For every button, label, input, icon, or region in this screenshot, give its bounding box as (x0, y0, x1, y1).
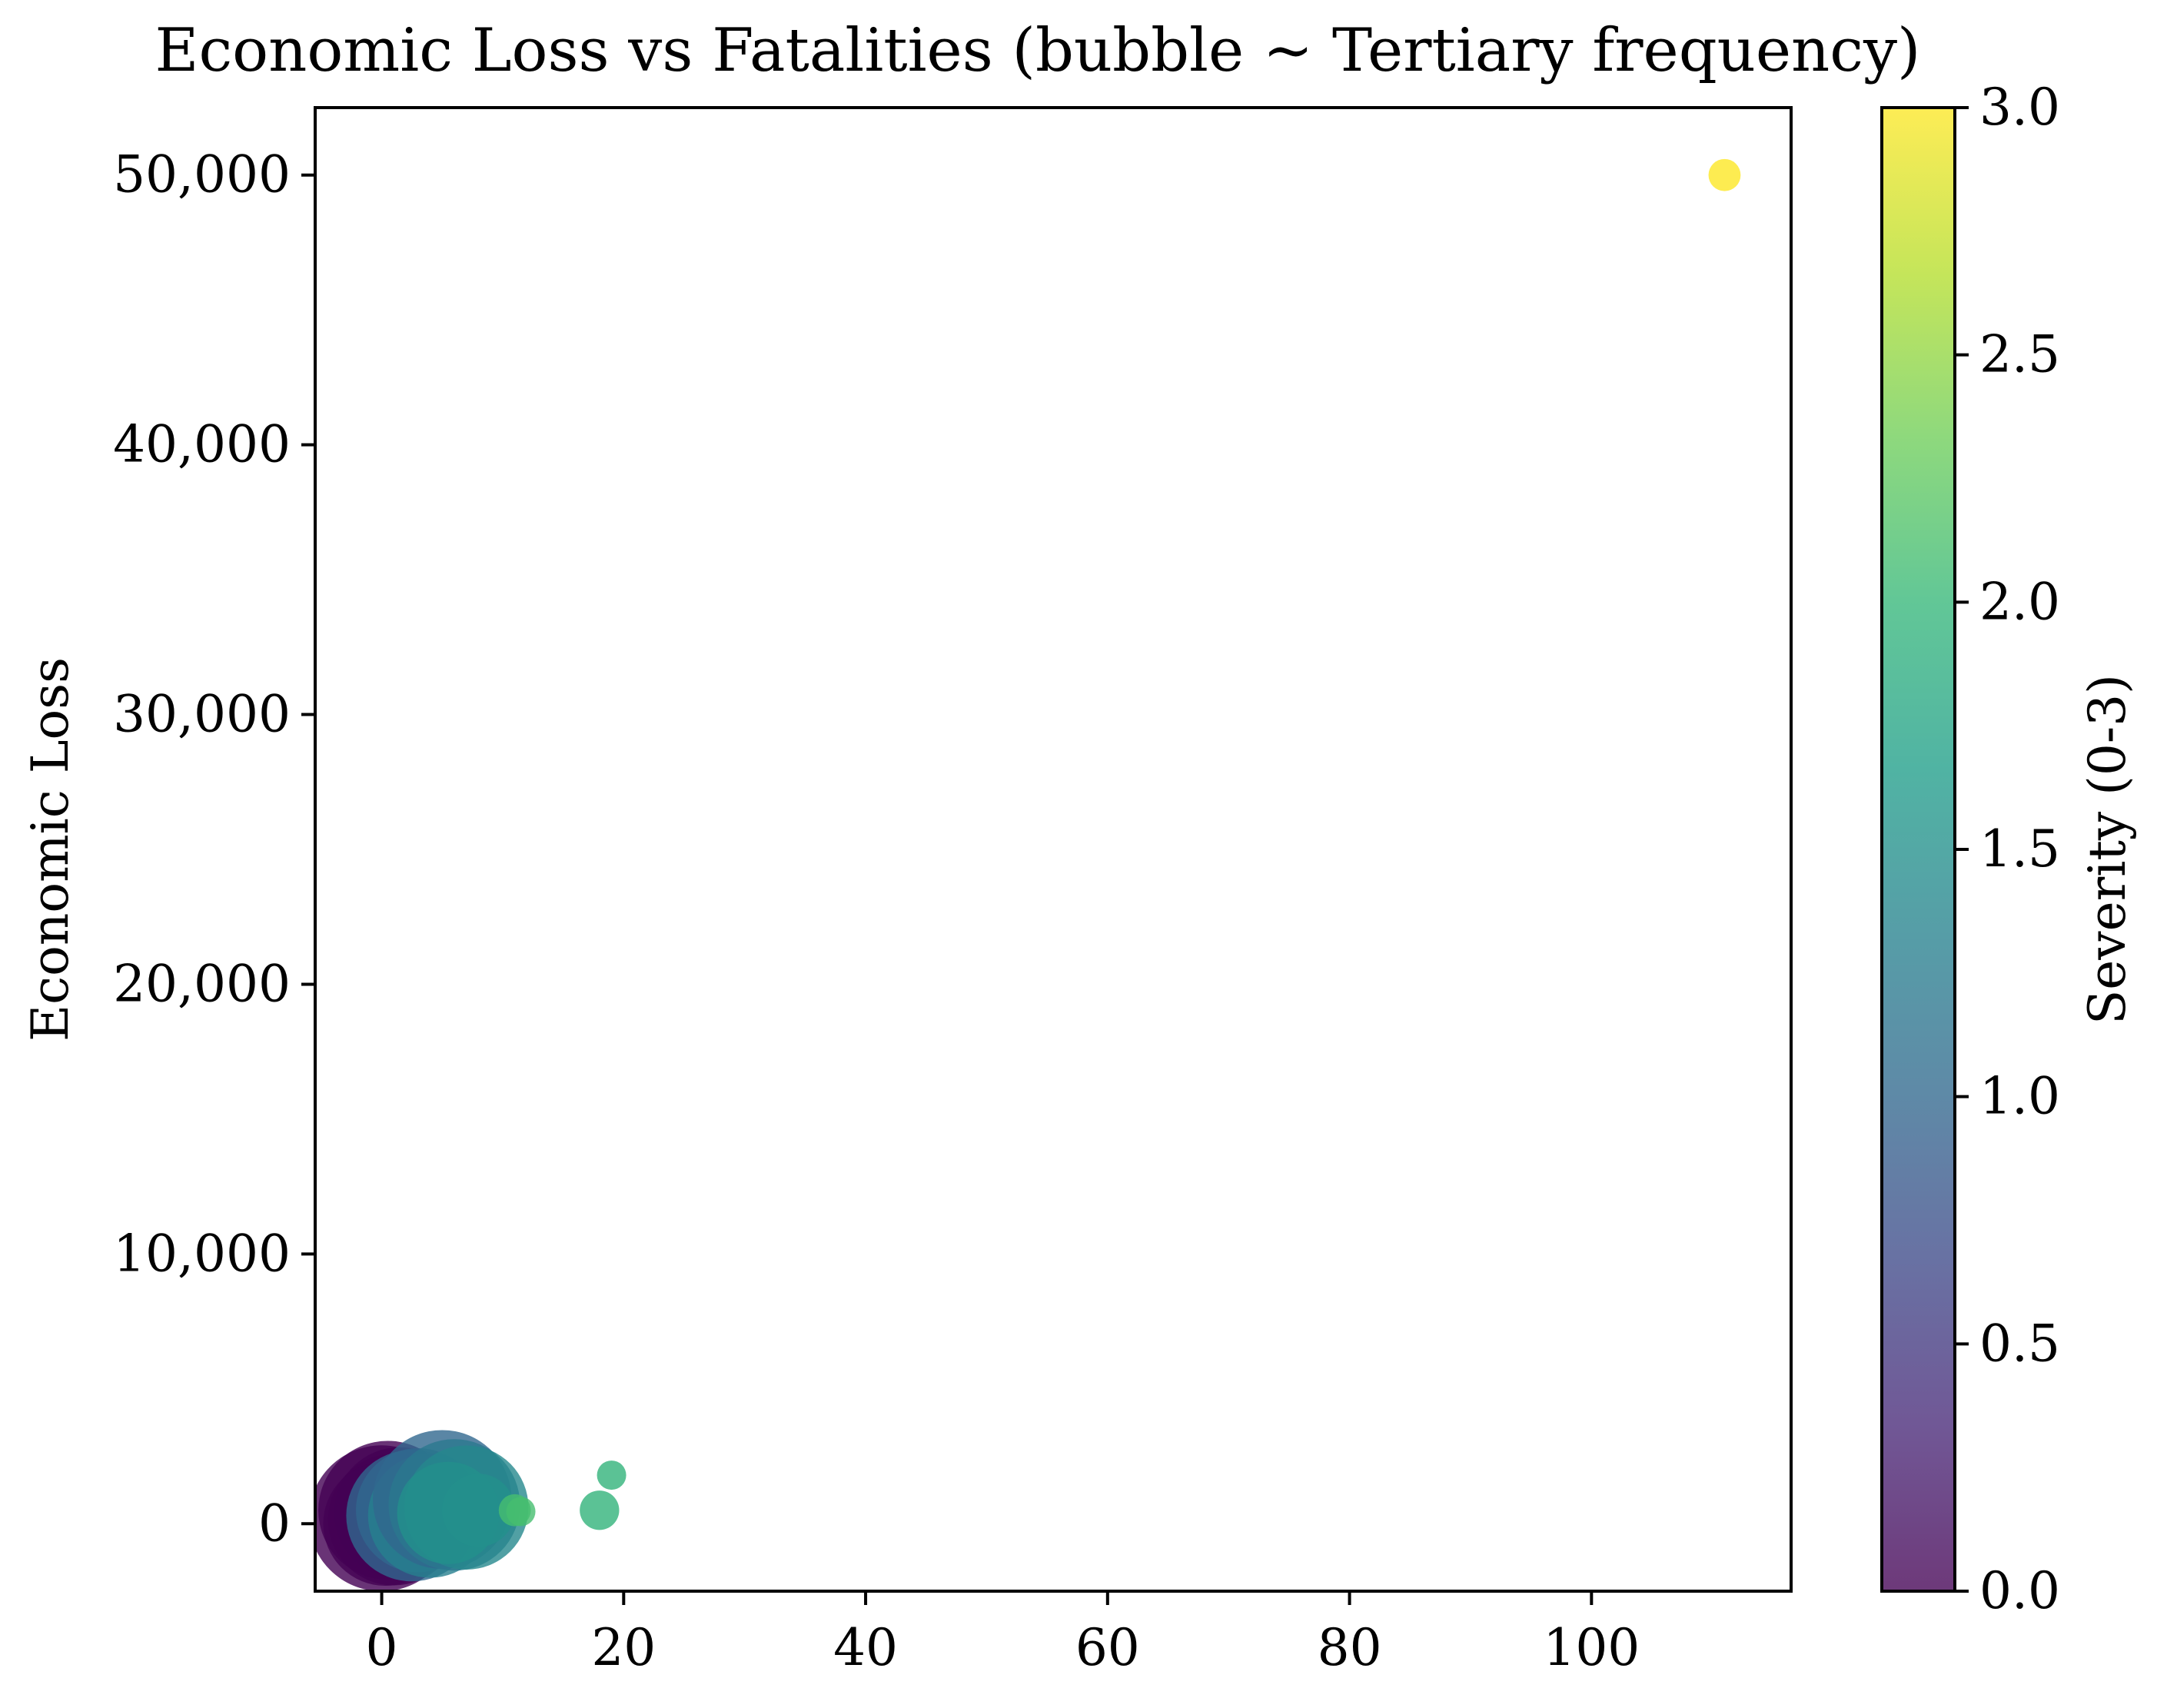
points-layer (315, 158, 1741, 1591)
colorbar-tick-label: 2.0 (1979, 572, 2060, 631)
data-point-15 (506, 1497, 536, 1527)
y-axis: 0 10,000 20,000 30,000 40,000 50,000 (113, 145, 315, 1553)
colorbar: 0.0 0.5 1.0 1.5 2.0 2.5 3.0 (1880, 78, 2060, 1620)
x-tick-label: 100 (1543, 1618, 1640, 1677)
chart-title: Economic Loss vs Fatalities (bubble ~ Te… (155, 16, 1921, 85)
y-tick-label: 50,000 (113, 145, 291, 204)
data-point-18 (1708, 158, 1741, 191)
colorbar-tick-label: 0.0 (1979, 1561, 2060, 1620)
x-tick-label: 60 (1075, 1618, 1140, 1677)
colorbar-tick-label: 3.0 (1979, 78, 2060, 137)
y-tick-label: 30,000 (113, 685, 291, 744)
x-tick-label: 40 (833, 1618, 898, 1677)
y-tick-label: 40,000 (113, 415, 291, 474)
colorbar-tick-label: 2.5 (1979, 325, 2060, 384)
x-tick-label: 80 (1318, 1618, 1382, 1677)
colorbar-gradient (1882, 108, 1955, 1591)
data-point-13 (441, 1474, 515, 1547)
data-point-16 (580, 1490, 620, 1530)
y-axis-label: Economic Loss (21, 657, 80, 1042)
plot-frame (314, 106, 1793, 1593)
y-tick-label: 20,000 (113, 954, 291, 1013)
colorbar-tick-label: 1.0 (1979, 1067, 2060, 1126)
y-tick-label: 0 (258, 1494, 291, 1553)
colorbar-label: Severity (0-3) (2078, 674, 2137, 1025)
colorbar-tick-label: 0.5 (1979, 1314, 2060, 1373)
y-tick-label: 10,000 (113, 1224, 291, 1283)
data-point-17 (597, 1460, 627, 1490)
colorbar-ticks: 0.0 0.5 1.0 1.5 2.0 2.5 3.0 (1955, 78, 2060, 1620)
x-tick-label: 0 (366, 1618, 398, 1677)
colorbar-tick-label: 1.5 (1979, 819, 2060, 879)
x-axis: 0 20 40 60 80 100 (366, 1591, 1640, 1677)
x-tick-label: 20 (591, 1618, 656, 1677)
